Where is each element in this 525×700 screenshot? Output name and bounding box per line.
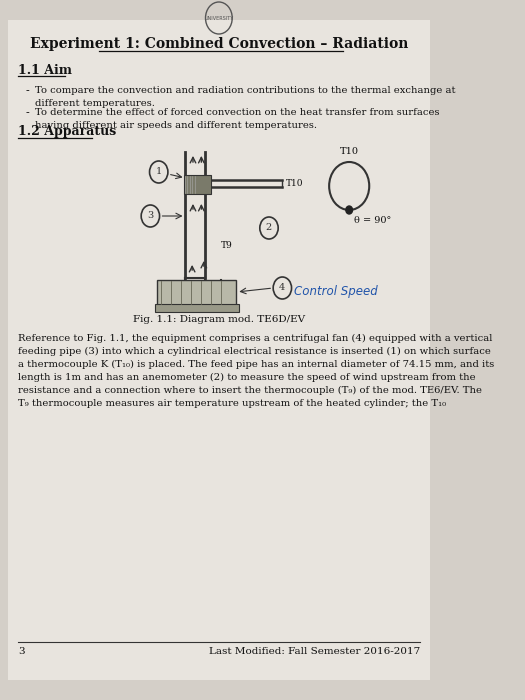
Text: 3: 3 [147,211,153,220]
Text: Control Speed: Control Speed [294,286,378,298]
Text: T9: T9 [222,241,233,249]
Text: UNIVERSITY: UNIVERSITY [204,15,234,20]
Text: 1.2 Apparatus: 1.2 Apparatus [18,125,117,139]
Text: 1.1 Aim: 1.1 Aim [18,64,72,76]
Circle shape [346,206,352,214]
Text: 3: 3 [18,648,25,657]
Text: -: - [25,108,29,118]
FancyBboxPatch shape [8,20,430,680]
FancyBboxPatch shape [157,280,236,305]
Text: Reference to Fig. 1.1, the equipment comprises a centrifugal fan (4) equipped wi: Reference to Fig. 1.1, the equipment com… [18,334,495,408]
Text: 2: 2 [266,223,272,232]
Text: To compare the convection and radiation contributions to the thermal exchange at: To compare the convection and radiation … [35,86,456,108]
Text: T10: T10 [340,148,359,157]
Text: -: - [25,86,29,96]
Text: 4: 4 [279,284,286,293]
Text: To determine the effect of forced convection on the heat transfer from surfaces
: To determine the effect of forced convec… [35,108,439,130]
FancyBboxPatch shape [154,304,239,312]
Text: Experiment 1: Combined Convection – Radiation: Experiment 1: Combined Convection – Radi… [30,37,408,51]
FancyBboxPatch shape [184,175,212,194]
Text: 1: 1 [155,167,162,176]
Text: T10: T10 [286,179,303,188]
Text: Last Modified: Fall Semester 2016-2017: Last Modified: Fall Semester 2016-2017 [209,648,420,657]
Text: Fig. 1.1: Diagram mod. TE6D/EV: Fig. 1.1: Diagram mod. TE6D/EV [133,316,305,325]
Text: θ = 90°: θ = 90° [354,216,392,225]
